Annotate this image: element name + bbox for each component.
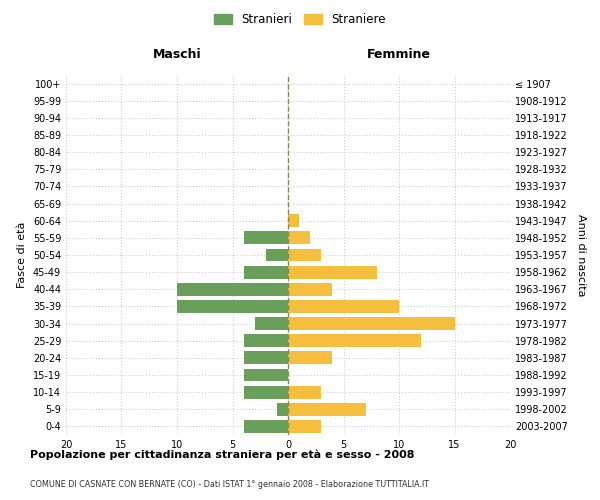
Bar [288,317,455,330]
Bar [244,386,288,398]
Bar [288,352,332,364]
Bar [244,266,288,278]
Bar [277,403,288,415]
Bar [288,300,399,313]
Bar [244,232,288,244]
Bar [266,248,288,262]
Legend: Stranieri, Straniere: Stranieri, Straniere [209,8,391,31]
Y-axis label: Fasce di età: Fasce di età [17,222,27,288]
Bar [288,334,421,347]
Bar [288,283,332,296]
Bar [254,317,288,330]
Bar [288,386,322,398]
Bar [288,214,299,227]
Bar [288,248,322,262]
Bar [244,352,288,364]
Text: Maschi: Maschi [152,48,202,62]
Bar [288,420,322,433]
Bar [288,403,366,415]
Bar [244,334,288,347]
Y-axis label: Anni di nascita: Anni di nascita [576,214,586,296]
Bar [288,266,377,278]
Bar [177,300,288,313]
Text: Popolazione per cittadinanza straniera per età e sesso - 2008: Popolazione per cittadinanza straniera p… [30,450,415,460]
Bar [288,232,310,244]
Text: COMUNE DI CASNATE CON BERNATE (CO) - Dati ISTAT 1° gennaio 2008 - Elaborazione T: COMUNE DI CASNATE CON BERNATE (CO) - Dat… [30,480,429,489]
Bar [244,420,288,433]
Bar [177,283,288,296]
Bar [244,368,288,382]
Text: Femmine: Femmine [367,48,431,62]
